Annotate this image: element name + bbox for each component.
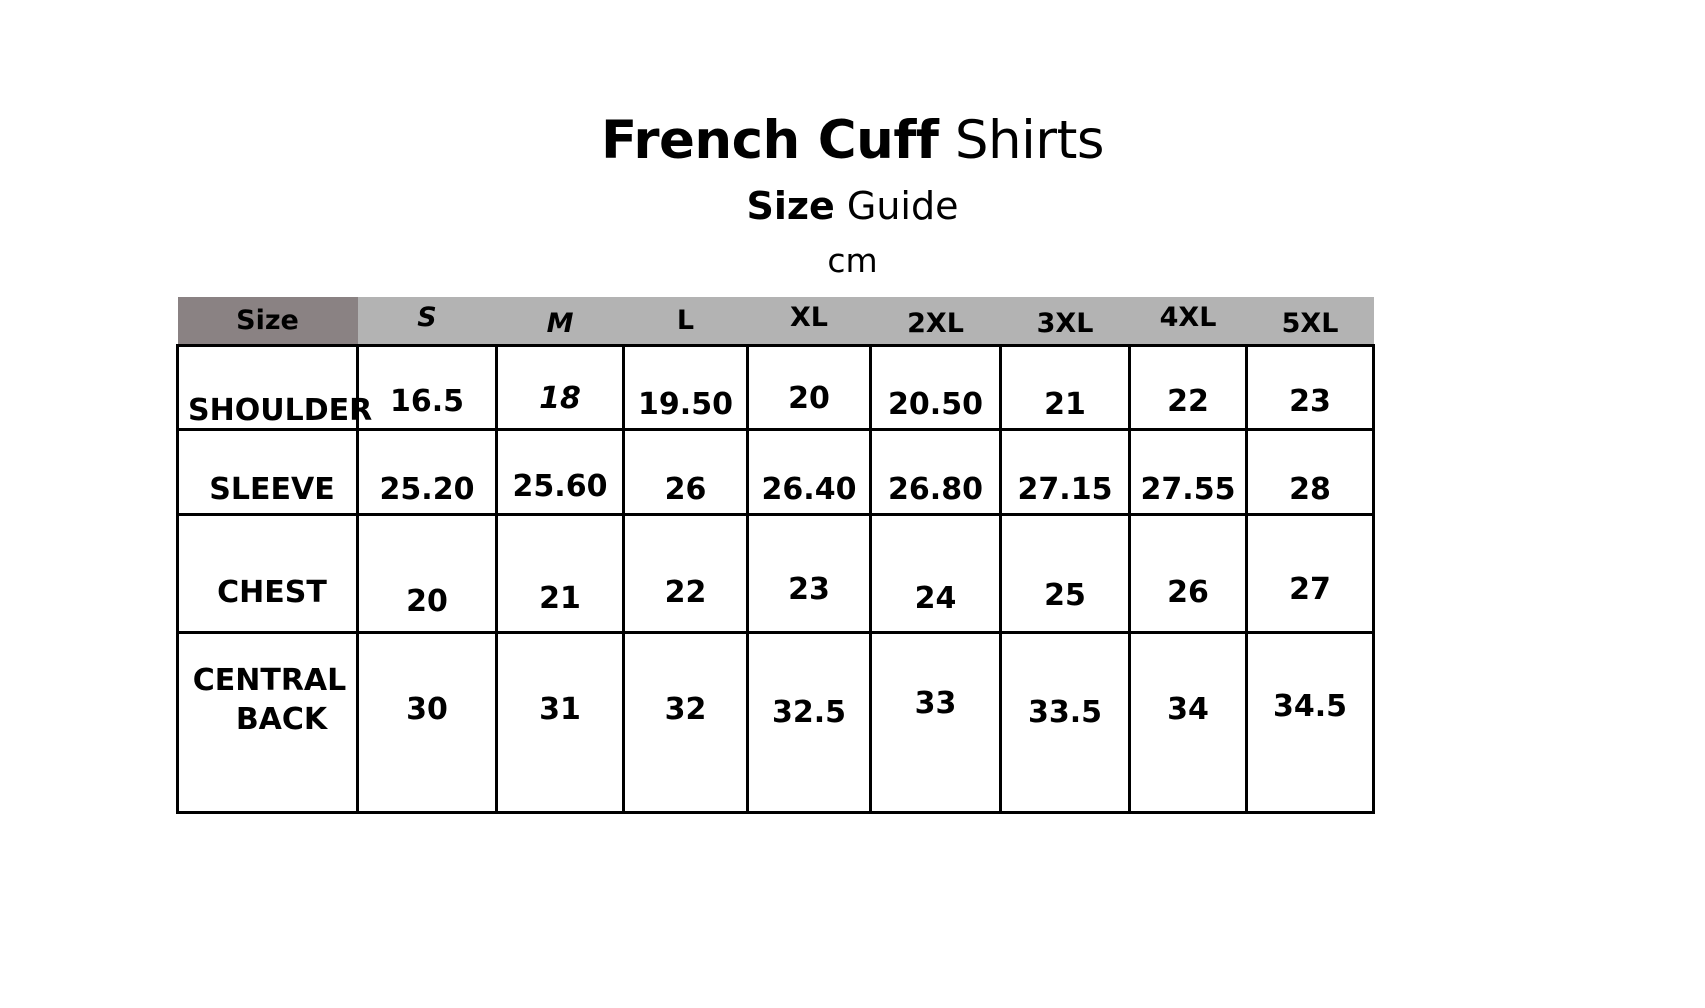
header-label-3xl: 3XL [1036, 307, 1094, 339]
cell-sleeve-s: 25.20 [356, 427, 498, 516]
cell-sleeve-4xl: 27.55 [1128, 427, 1248, 516]
page-title: French Cuff Shirts [0, 108, 1705, 174]
cell-chest-s: 20 [356, 512, 498, 634]
cell-sleeve-2xl: 26.80 [869, 427, 1002, 516]
cell-sleeve-m: 25.60 [495, 427, 625, 516]
size-table-wrapper: Size S M L XL 2XL 3XL 4XL 5XL SHOULDER 1… [176, 297, 1375, 814]
page-subtitle-regular: Guide [834, 184, 959, 228]
measurement-unit: cm [827, 241, 878, 280]
cell-central-back-m: 31 [495, 630, 625, 814]
row-label-central-back-line1: CENTRAL [192, 662, 347, 698]
cell-shoulder-m: 18 [495, 343, 625, 431]
header-cell-size: Size [177, 297, 358, 345]
header-label-2xl: 2XL [907, 307, 964, 339]
header-label-5xl: 5XL [1281, 307, 1339, 339]
cell-central-back-l: 32 [622, 630, 749, 814]
header-cell-s: S [357, 297, 497, 345]
cell-chest-m: 21 [495, 512, 625, 634]
row-label-central-back-line2: BACK [235, 701, 328, 737]
header-label-s: S [417, 301, 437, 333]
cell-shoulder-2xl: 20.50 [869, 343, 1002, 431]
cell-chest-xl: 23 [746, 512, 872, 634]
header-cell-m: M [496, 297, 624, 345]
cell-central-back-4xl: 34 [1128, 630, 1248, 814]
cell-chest-4xl: 26 [1128, 512, 1248, 634]
cell-chest-l: 22 [622, 512, 749, 634]
cell-chest-3xl: 25 [999, 512, 1131, 634]
cell-shoulder-xl: 20 [746, 343, 872, 431]
header-cell-xl: XL [747, 297, 871, 345]
cell-central-back-xl: 32.5 [746, 630, 872, 814]
cell-shoulder-s: 16.5 [356, 343, 498, 431]
header-label-4xl: 4XL [1159, 301, 1217, 333]
row-label-chest: CHEST [176, 512, 359, 634]
cell-shoulder-l: 19.50 [622, 343, 749, 431]
page-title-bold: French Cuff [601, 110, 939, 171]
header-cell-2xl: 2XL [870, 297, 1001, 345]
header-cell-5xl: 5XL [1246, 297, 1374, 345]
cell-chest-2xl: 24 [869, 512, 1002, 634]
table-row-central-back: CENTRAL BACK 30 31 32 32.5 33 33.5 34 34… [176, 630, 1375, 814]
cell-sleeve-xl: 26.40 [746, 427, 872, 516]
cell-central-back-s: 30 [356, 630, 498, 814]
size-table: Size S M L XL 2XL 3XL 4XL 5XL SHOULDER 1… [176, 297, 1375, 814]
header-cell-3xl: 3XL [1000, 297, 1130, 345]
cell-shoulder-4xl: 22 [1128, 343, 1248, 431]
page-subtitle-bold: Size [746, 184, 835, 228]
cell-sleeve-l: 26 [622, 427, 749, 516]
title-block: French Cuff Shirts Size Guide cm [0, 108, 1705, 284]
table-header-row: Size S M L XL 2XL 3XL 4XL 5XL [177, 297, 1374, 345]
cell-chest-5xl: 27 [1245, 512, 1375, 634]
table-row-sleeve: SLEEVE 25.20 25.60 26 26.40 26.80 27.15 … [176, 427, 1375, 516]
cell-central-back-3xl: 33.5 [999, 630, 1131, 814]
header-label-l: L [676, 304, 695, 336]
cell-sleeve-5xl: 28 [1245, 427, 1375, 516]
row-label-shoulder: SHOULDER [176, 343, 372, 431]
cell-sleeve-3xl: 27.15 [999, 427, 1131, 516]
cell-central-back-5xl: 34.5 [1245, 630, 1375, 814]
row-label-sleeve: SLEEVE [176, 427, 359, 516]
header-label-m: M [546, 307, 574, 339]
cell-shoulder-3xl: 21 [999, 343, 1131, 431]
page-subtitle: Size Guide [0, 180, 1705, 232]
table-row-shoulder: SHOULDER 16.5 18 19.50 20 20.50 21 22 23 [176, 343, 1375, 431]
page-title-regular: Shirts [938, 110, 1105, 171]
header-cell-4xl: 4XL [1129, 297, 1247, 345]
header-cell-l: L [623, 297, 748, 345]
header-label-xl: XL [789, 301, 829, 333]
table-row-chest: CHEST 20 21 22 23 24 25 26 27 [176, 512, 1375, 634]
row-label-central-back: CENTRAL BACK [176, 630, 359, 814]
cell-shoulder-5xl: 23 [1245, 343, 1375, 431]
cell-central-back-2xl: 33 [869, 630, 1002, 814]
